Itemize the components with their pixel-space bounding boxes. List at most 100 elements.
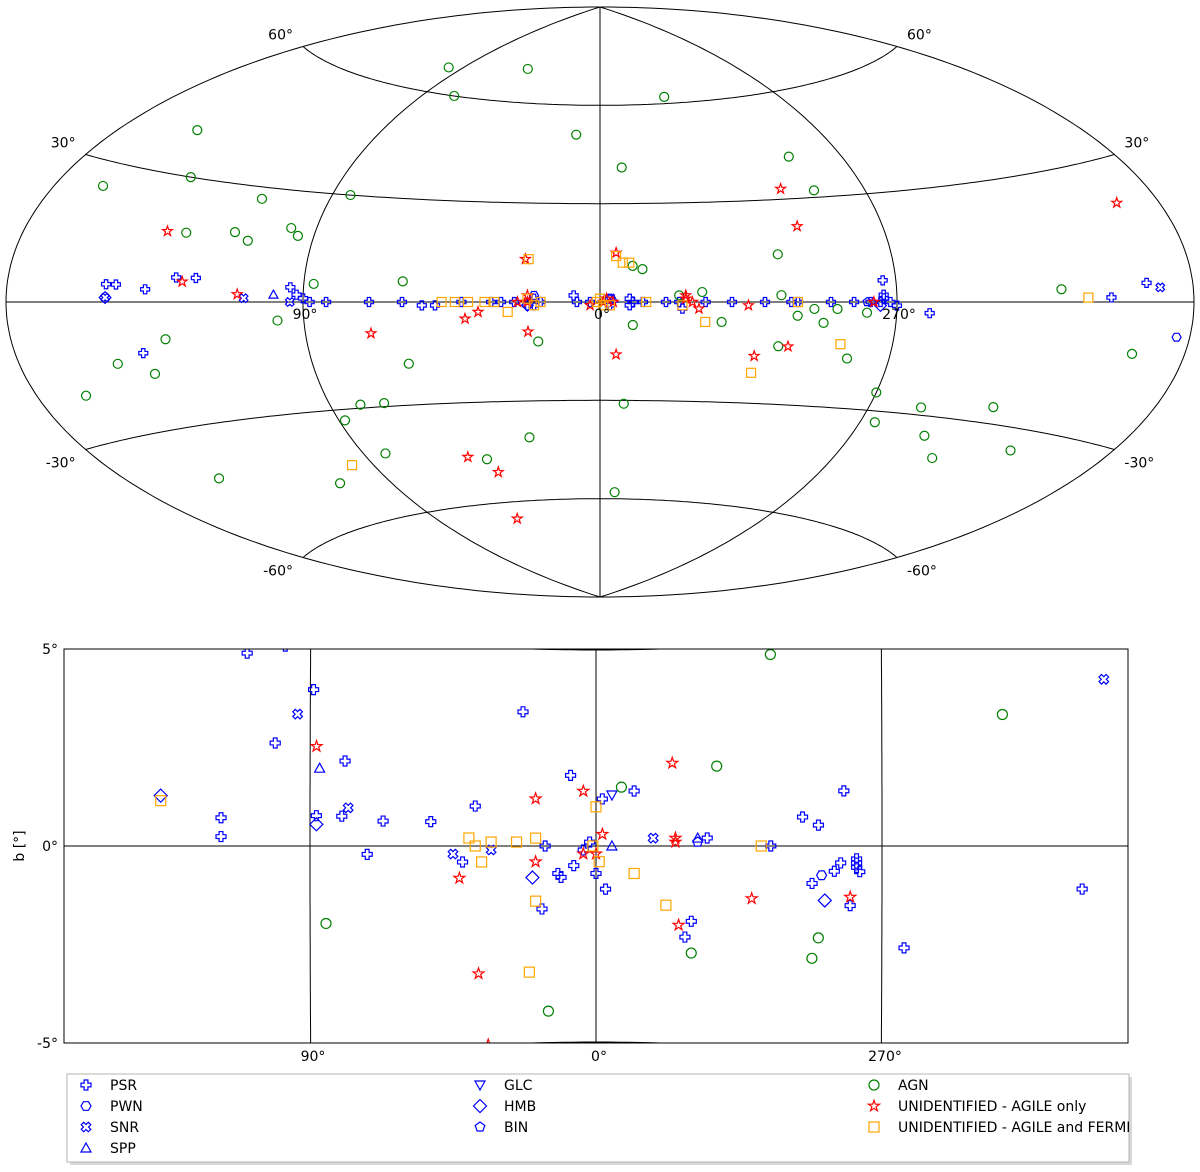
unidentified-agile-only-point — [521, 324, 535, 338]
unidentified-agile-and-fermi-point — [594, 293, 606, 304]
legend-marker-unidentified-agile-and-fermi — [868, 1121, 880, 1133]
agn-point — [772, 249, 783, 260]
unidentified-agile-only-point — [491, 465, 505, 478]
psr-point — [599, 883, 612, 895]
agn-point — [809, 303, 820, 315]
unidentified-agile-only-point — [364, 326, 378, 340]
unidentified-agile-only-point — [510, 511, 525, 525]
psr-point — [825, 296, 837, 308]
agn-point — [242, 235, 253, 246]
agn-point — [806, 952, 818, 964]
agn-point — [397, 276, 408, 287]
unidentified-agile-only-point — [481, 1037, 496, 1043]
parallel-line — [85, 399, 1115, 450]
psr-point — [377, 815, 389, 827]
agn-point — [618, 398, 629, 409]
unidentified-agile-and-fermi-point — [510, 836, 523, 848]
legend-item-hmb: HMB — [472, 1098, 536, 1115]
legend-marker-unidentified-agile-only — [866, 1098, 882, 1113]
psr-point — [924, 308, 935, 319]
hmb-point — [817, 893, 833, 908]
y-tick-label: 5° — [42, 642, 58, 658]
legend: PSR PWN SNR SPP GLC HMB BIN AGN UNIDENTIFIED - A… — [66, 1073, 1132, 1165]
unidentified-agile-and-fermi-point — [476, 856, 488, 868]
unidentified-agile-only-point — [471, 966, 486, 980]
psr-point — [568, 860, 580, 872]
unidentified-agile-and-fermi-point — [617, 257, 628, 268]
agn-point — [256, 193, 268, 204]
agn-point — [627, 260, 638, 271]
agn-point — [716, 316, 727, 328]
legend-item-pwn: PWN — [80, 1099, 143, 1115]
agn-point — [481, 454, 493, 465]
unidentified-agile-only-point — [160, 224, 175, 237]
agn-point — [869, 417, 880, 428]
y-tick-label-right: -60° — [907, 563, 937, 579]
bin-point — [692, 836, 704, 847]
psr-point — [850, 857, 863, 869]
unidentified-agile-only-point — [867, 294, 881, 308]
psr-point — [215, 812, 227, 824]
psr-point — [828, 865, 840, 877]
agn-point — [996, 708, 1008, 721]
unidentified-agile-and-fermi-point — [528, 300, 540, 311]
unidentified-agile-and-fermi-point — [590, 801, 602, 813]
psr-point — [190, 272, 201, 284]
unidentified-agile-only-point — [1110, 195, 1124, 209]
unidentified-agile-only-point — [210, 622, 221, 632]
agn-point — [776, 290, 787, 301]
legend-marker-psr — [80, 1079, 92, 1091]
unidentified-agile-and-fermi-point — [535, 296, 546, 308]
psr-point — [838, 785, 850, 797]
psr-point — [100, 279, 112, 290]
unidentified-agile-and-fermi-point — [346, 460, 358, 471]
psr-point — [624, 293, 635, 304]
psr-point — [321, 296, 332, 308]
meridian-line — [309, 649, 312, 1043]
agn-point — [229, 227, 241, 238]
unidentified-agile-and-fermi-point — [523, 254, 534, 265]
agn-point — [988, 402, 999, 413]
agn-point — [773, 341, 784, 352]
psr-point — [584, 836, 596, 848]
unidentified-agile-and-fermi-point — [489, 296, 500, 308]
psr-point — [363, 296, 375, 308]
unidentified-agile-only-point — [528, 791, 543, 805]
unidentified-agile-and-fermi-point — [522, 293, 533, 304]
unidentified-agile-and-fermi-point — [462, 296, 474, 308]
psr-point — [854, 866, 866, 878]
psr-point — [796, 811, 809, 823]
x-tick-label: 0° — [594, 307, 610, 323]
legend-item-psr: PSR — [80, 1078, 137, 1094]
spp-point — [691, 831, 704, 843]
agn-point — [1005, 445, 1016, 456]
y-tick-label-left: 30° — [51, 136, 76, 152]
psr-point — [110, 279, 122, 290]
spp-point — [607, 292, 619, 303]
agn-point — [149, 368, 161, 380]
agn-point — [542, 1005, 555, 1017]
psr-point — [849, 296, 860, 308]
psr-point — [1076, 883, 1088, 895]
legend-item-spp: SPP — [79, 1141, 136, 1157]
agn-point — [345, 189, 356, 201]
unidentified-agile-only-point — [781, 339, 795, 353]
snr-point — [238, 293, 249, 304]
psr-point — [726, 296, 738, 308]
legend-marker-spp — [79, 1141, 93, 1153]
psr-point — [215, 830, 227, 843]
agn-point — [308, 278, 319, 290]
legend-frame — [66, 1073, 1130, 1163]
psr-point — [456, 856, 469, 868]
x-tick-label: 90° — [293, 307, 318, 323]
y-tick-label: 0° — [42, 839, 58, 855]
all-sky-points — [80, 62, 1182, 525]
all-sky-tick-labels: 90° 0° 270° 60° 60° 30° 30° -30° -30° -60° -60° — [46, 28, 1155, 580]
agn-point — [818, 317, 829, 328]
unidentified-agile-and-fermi-point — [530, 895, 542, 907]
legend-label: UNIDENTIFIED - AGILE only — [898, 1099, 1086, 1115]
agn-point — [927, 452, 938, 464]
agn-point — [1056, 284, 1067, 295]
agn-point — [627, 319, 638, 331]
legend-label: GLC — [504, 1078, 533, 1094]
